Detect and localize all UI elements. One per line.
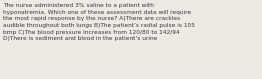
Text: The nurse administered 3% saline to a patient with
hyponatremia. Which one of th: The nurse administered 3% saline to a pa…	[3, 3, 195, 41]
